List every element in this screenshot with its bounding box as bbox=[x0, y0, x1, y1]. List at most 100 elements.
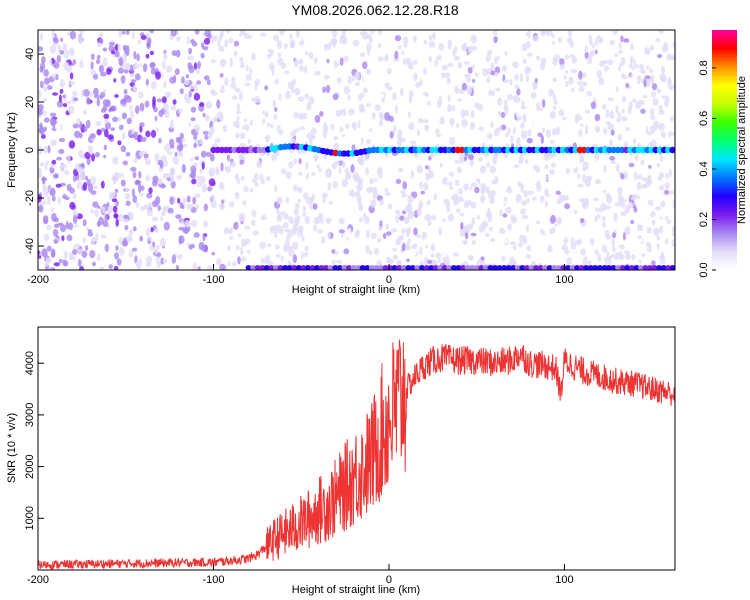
edge-line-mark bbox=[482, 265, 489, 270]
spectrum-noise-mark bbox=[106, 68, 112, 75]
spectrum-noise-mark bbox=[316, 229, 324, 234]
spectrum-noise-mark bbox=[149, 62, 156, 69]
spectrum-noise-mark bbox=[287, 161, 294, 169]
spectrogram-ytick-label: 20 bbox=[24, 96, 36, 108]
snr-ytick-label: 3000 bbox=[24, 403, 36, 427]
spectrum-noise-mark bbox=[254, 181, 259, 188]
spectrum-noise-mark bbox=[536, 184, 542, 192]
spectrum-noise-mark bbox=[97, 205, 101, 209]
spectrum-noise-mark bbox=[521, 214, 529, 220]
spectrum-noise-mark bbox=[334, 160, 341, 166]
spectrum-noise-mark bbox=[569, 40, 575, 48]
spectrum-noise-mark bbox=[42, 200, 47, 205]
spectrum-noise-mark bbox=[158, 137, 162, 144]
spectrum-noise-mark bbox=[200, 52, 205, 59]
spectrum-noise-mark bbox=[276, 196, 283, 205]
spectrum-noise-mark bbox=[354, 231, 360, 238]
spectrum-noise-mark bbox=[289, 33, 293, 40]
spectrum-noise-mark bbox=[520, 130, 527, 138]
spectrum-noise-mark bbox=[544, 200, 549, 208]
spectrum-noise-mark bbox=[517, 242, 524, 248]
spectrum-noise-mark bbox=[292, 78, 297, 86]
carrier-line-mark bbox=[669, 146, 675, 154]
spectrum-noise-mark bbox=[594, 153, 600, 161]
spectrum-noise-mark bbox=[264, 85, 269, 91]
spectrum-noise-mark bbox=[56, 156, 63, 161]
spectrum-noise-mark bbox=[128, 104, 133, 111]
spectrum-noise-mark bbox=[43, 85, 48, 92]
spectrum-noise-mark bbox=[133, 131, 138, 141]
spectrum-noise-mark bbox=[310, 171, 316, 176]
edge-line-mark bbox=[665, 265, 672, 270]
spectrum-noise-mark bbox=[633, 171, 638, 181]
spectrum-noise-mark bbox=[514, 74, 520, 81]
spectrum-noise-mark bbox=[492, 155, 498, 165]
spectrum-noise-mark bbox=[463, 109, 470, 117]
spectrum-noise-mark bbox=[550, 227, 556, 234]
spectrum-noise-mark bbox=[379, 92, 385, 99]
spectrogram-xlabel: Height of straight line (km) bbox=[292, 284, 420, 296]
spectrum-noise-mark bbox=[384, 82, 390, 89]
colorbar-ticks: 0.00.20.40.60.8 bbox=[698, 60, 716, 278]
spectrum-noise-mark bbox=[138, 170, 142, 179]
spectrum-noise-mark bbox=[298, 157, 302, 165]
spectrum-noise-mark bbox=[558, 218, 562, 223]
edge-line-mark bbox=[346, 265, 352, 270]
spectrum-noise-mark bbox=[628, 201, 634, 209]
spectrum-noise-mark bbox=[145, 130, 151, 138]
spectrum-noise-mark bbox=[147, 202, 152, 210]
spectrum-noise-mark bbox=[447, 62, 454, 68]
spectrum-noise-mark bbox=[285, 171, 292, 180]
spectrum-noise-mark bbox=[387, 257, 392, 264]
spectrum-noise-mark bbox=[421, 231, 427, 239]
spectrum-noise-mark bbox=[53, 239, 58, 244]
spectrum-noise-mark bbox=[232, 261, 237, 268]
spectrum-noise-mark bbox=[174, 68, 180, 76]
spectrum-noise-mark bbox=[318, 212, 324, 219]
edge-line-mark bbox=[523, 265, 530, 270]
spectrum-noise-mark bbox=[201, 161, 205, 170]
edge-line-mark bbox=[423, 265, 430, 270]
edge-line-mark bbox=[400, 265, 407, 270]
spectrum-noise-mark bbox=[175, 214, 182, 220]
spectrum-noise-mark bbox=[545, 30, 551, 37]
spectrum-noise-mark bbox=[49, 112, 57, 117]
spectrum-noise-mark bbox=[407, 195, 414, 203]
spectrum-noise-mark bbox=[246, 249, 251, 254]
spectrum-noise-mark bbox=[41, 248, 48, 258]
spectrum-noise-mark bbox=[323, 74, 330, 80]
spectrum-noise-mark bbox=[139, 192, 144, 197]
spectrum-noise-mark bbox=[191, 128, 196, 136]
spectrum-noise-mark bbox=[438, 42, 445, 51]
spectrum-noise-mark bbox=[605, 121, 610, 125]
spectrum-noise-mark bbox=[69, 72, 74, 80]
spectrum-noise-mark bbox=[297, 96, 305, 102]
spectrum-noise-mark bbox=[206, 79, 211, 86]
spectrum-noise-mark bbox=[241, 30, 246, 35]
spectrum-noise-mark bbox=[610, 254, 615, 259]
spectrum-noise-mark bbox=[40, 80, 44, 89]
spectrum-noise-mark bbox=[388, 115, 394, 122]
spectrum-noise-mark bbox=[353, 173, 360, 182]
spectrum-noise-mark bbox=[548, 88, 555, 97]
spectrogram-ylabel: Frequency (Hz) bbox=[6, 112, 18, 188]
spectrum-noise-mark bbox=[489, 165, 496, 174]
spectrum-noise-mark bbox=[623, 141, 628, 149]
spectrum-noise-mark bbox=[282, 222, 289, 229]
edge-line-mark bbox=[263, 265, 270, 270]
spectrum-noise-mark bbox=[118, 30, 123, 38]
spectrum-noise-mark bbox=[82, 182, 88, 191]
spectrum-noise-mark bbox=[146, 41, 151, 50]
spectrum-noise-mark bbox=[428, 166, 432, 175]
spectrum-noise-mark bbox=[267, 48, 274, 54]
spectrum-noise-mark bbox=[597, 207, 603, 213]
spectrum-noise-mark bbox=[452, 49, 456, 57]
spectrum-noise-mark bbox=[347, 227, 352, 237]
spectrum-noise-mark bbox=[430, 201, 436, 210]
spectrum-noise-mark bbox=[606, 59, 614, 65]
spectrum-noise-mark bbox=[424, 214, 431, 221]
edge-line-mark bbox=[391, 265, 398, 270]
spectrum-noise-mark bbox=[264, 111, 269, 118]
